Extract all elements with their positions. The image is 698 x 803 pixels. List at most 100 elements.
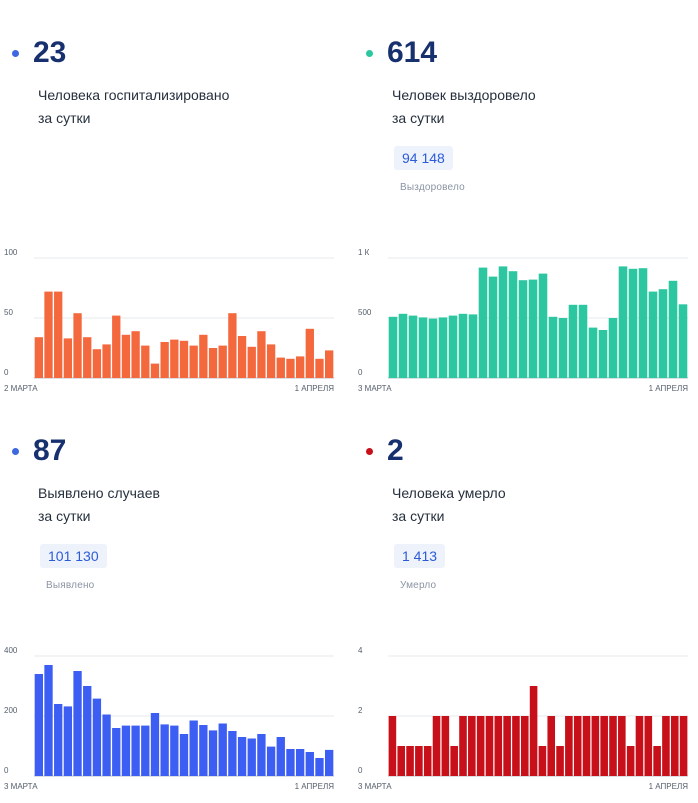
bar (208, 348, 218, 378)
bar (418, 317, 428, 378)
daily-number: 23 (33, 36, 67, 69)
bar (423, 746, 432, 776)
bar (591, 716, 600, 776)
stat-description: Человека умерло за сутки (392, 485, 506, 524)
bar (208, 730, 218, 776)
bar (286, 358, 295, 378)
bar (295, 749, 305, 776)
bar (468, 716, 476, 776)
bar (295, 356, 305, 378)
bar (102, 714, 111, 776)
bar (247, 738, 256, 776)
bar (189, 720, 198, 776)
bar (247, 346, 256, 378)
bar (315, 758, 324, 776)
bar (582, 716, 591, 776)
bar (503, 716, 511, 776)
bar (528, 279, 538, 378)
bar (54, 291, 63, 378)
bar (626, 746, 635, 776)
bar (218, 723, 227, 776)
panel-detected: 87 Выявлено случаев за сутки 101 130 Выя… (0, 428, 340, 792)
bar (121, 334, 131, 378)
bar (468, 314, 478, 378)
bar (141, 345, 150, 378)
y-tick-label: 200 (4, 706, 18, 715)
bar (315, 358, 324, 378)
total-count-badge: 101 130 (40, 544, 107, 568)
bar (458, 313, 468, 378)
y-tick-label: 0 (4, 368, 9, 377)
x-start-label: 3 МАРТА (358, 782, 392, 791)
bar (520, 716, 529, 776)
panel-recovered: 614 Человек выздоровело за сутки 94 148 … (354, 30, 694, 394)
panel-died: 2 Человека умерло за сутки 1 413 Умерло … (354, 428, 694, 792)
bar (608, 318, 618, 378)
y-tick-label: 500 (358, 308, 372, 317)
stat-header: 87 (12, 428, 66, 474)
bar (121, 725, 131, 776)
bar (628, 268, 638, 378)
bullet-dot-icon (366, 447, 373, 455)
bar (609, 716, 617, 776)
bar (406, 746, 414, 776)
bar (556, 746, 564, 776)
chart-died: 0 2 4 3 МАРТА 1 АПРЕЛЯ (354, 618, 694, 803)
bar-chart-svg: 0 2 4 3 МАРТА 1 АПРЕЛЯ (358, 646, 688, 791)
bar (92, 349, 102, 378)
bar (459, 716, 467, 776)
bar (83, 337, 92, 378)
stat-header: 23 (12, 30, 66, 76)
bar (305, 752, 314, 776)
bar (548, 316, 558, 378)
bar (662, 716, 670, 776)
bar (450, 746, 458, 776)
bar (325, 350, 334, 378)
bar (441, 716, 450, 776)
chart-recovered: 0 500 1 К 3 МАРТА 1 АПРЕЛЯ (354, 220, 694, 405)
bar (160, 724, 169, 776)
bar (518, 280, 528, 378)
bar (388, 716, 397, 776)
stat-description: Человек выздоровело за сутки (392, 87, 536, 126)
bar (648, 291, 658, 378)
bar (618, 716, 626, 776)
x-end-label: 1 АПРЕЛЯ (295, 384, 335, 393)
bar (558, 318, 568, 378)
bar (488, 276, 498, 378)
bar (218, 345, 227, 378)
bar (432, 716, 441, 776)
stat-description: Выявлено случаев за сутки (38, 485, 160, 524)
bar (529, 686, 538, 776)
bar (276, 737, 285, 776)
y-tick-label: 400 (4, 646, 18, 655)
bar (428, 318, 438, 378)
bullet-dot-icon (12, 447, 19, 455)
bar (34, 337, 43, 378)
bar (276, 357, 285, 378)
total-count-badge: 1 413 (394, 544, 446, 568)
total-count-label: Выздоровело (400, 182, 465, 193)
bar-chart-svg: 0 500 1 К 3 МАРТА 1 АПРЕЛЯ (358, 248, 688, 393)
chart-hospitalized: 0 50 100 2 МАРТА 1 АПРЕЛЯ (0, 220, 340, 405)
daily-number: 614 (387, 36, 438, 69)
bar (257, 331, 266, 378)
bar (388, 316, 398, 378)
bar (653, 746, 661, 776)
y-tick-label: 0 (4, 766, 9, 775)
bar (199, 725, 208, 776)
bar (257, 734, 266, 776)
bar (438, 317, 448, 378)
bar (179, 340, 189, 378)
y-tick-label: 50 (4, 308, 13, 317)
bar (112, 728, 121, 776)
bar (397, 746, 406, 776)
bar (476, 716, 485, 776)
bar (228, 731, 237, 776)
panel-hospitalized: 23 Человека госпитализировано за сутки 0… (0, 30, 340, 394)
bar (54, 704, 63, 776)
bar (598, 330, 608, 378)
bar (73, 671, 82, 776)
bar (73, 313, 82, 378)
y-tick-label: 1 К (358, 248, 370, 257)
